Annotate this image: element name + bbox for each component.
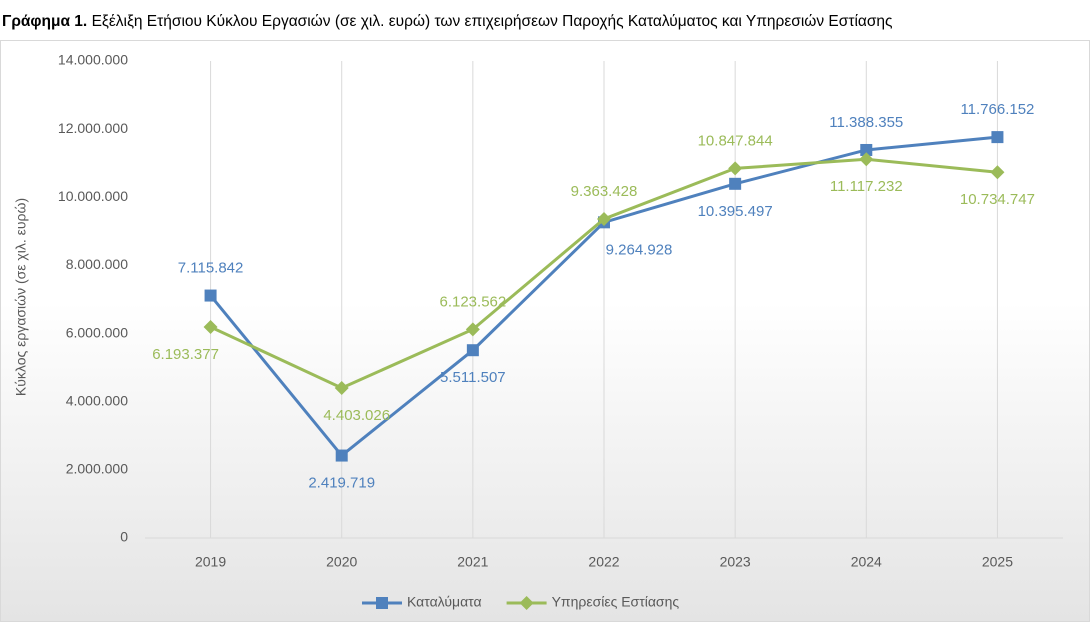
data-label: 4.403.026 [323,407,390,424]
y-tick-label: 4.000.000 [66,392,128,408]
y-tick-label: 14.000.000 [58,52,128,68]
y-tick-label: 0 [120,529,128,545]
data-label: 9.363.428 [571,183,638,200]
marker [203,319,218,334]
marker [728,161,743,176]
marker [860,143,873,156]
y-tick-label: 12.000.000 [58,120,128,136]
marker [466,344,479,357]
legend-label: Υπηρεσίες Εστίασης [552,594,680,610]
y-tick-label: 2.000.000 [66,461,128,477]
data-label: 5.511.507 [440,369,506,386]
y-tick-label: 10.000.000 [58,188,128,204]
x-tick-label: 2020 [326,554,357,570]
x-tick-label: 2024 [851,554,882,570]
legend-item: Υπηρεσίες Εστίασης [506,594,680,610]
data-label: 7.115.842 [178,260,244,277]
legend-item: Καταλύματα [362,594,482,610]
marker [334,380,349,395]
marker [335,449,348,462]
y-tick-label: 6.000.000 [66,324,128,340]
x-tick-label: 2022 [588,554,619,570]
marker [204,289,217,302]
chart-background [0,40,1090,622]
chart-title: Γράφημα 1. Εξέλιξη Ετήσιου Κύκλου Εργασι… [2,13,893,30]
title-text: Εξέλιξη Ετήσιου Κύκλου Εργασιών (σε χιλ.… [92,13,893,30]
y-axis-label: Κύκλος εργασιών (σε χιλ. ευρώ) [13,198,29,396]
data-label: 6.123.562 [439,293,506,310]
data-label: 10.734.747 [960,191,1035,208]
title-label: Γράφημα 1. [2,13,87,30]
marker [991,131,1004,144]
data-label: 2.419.719 [308,475,375,492]
marker [597,211,611,226]
data-label: 6.193.377 [152,346,219,363]
legend-label: Καταλύματα [407,594,482,610]
marker [990,165,1005,180]
marker [519,596,534,610]
data-label: 10.847.844 [698,132,773,149]
x-tick-label: 2023 [720,554,751,570]
marker [376,597,388,609]
x-tick-label: 2019 [195,554,226,570]
data-label: 11.117.232 [830,178,903,195]
y-tick-label: 8.000.000 [66,256,128,272]
x-tick-label: 2021 [457,554,488,570]
data-label: 10.395.497 [698,203,773,220]
data-label: 9.264.928 [606,241,673,258]
x-tick-label: 2025 [982,554,1013,570]
data-label: 11.766.152 [960,101,1034,118]
marker [729,177,742,190]
data-label: 11.388.355 [829,114,903,131]
marker [859,152,874,167]
marker [465,322,480,337]
